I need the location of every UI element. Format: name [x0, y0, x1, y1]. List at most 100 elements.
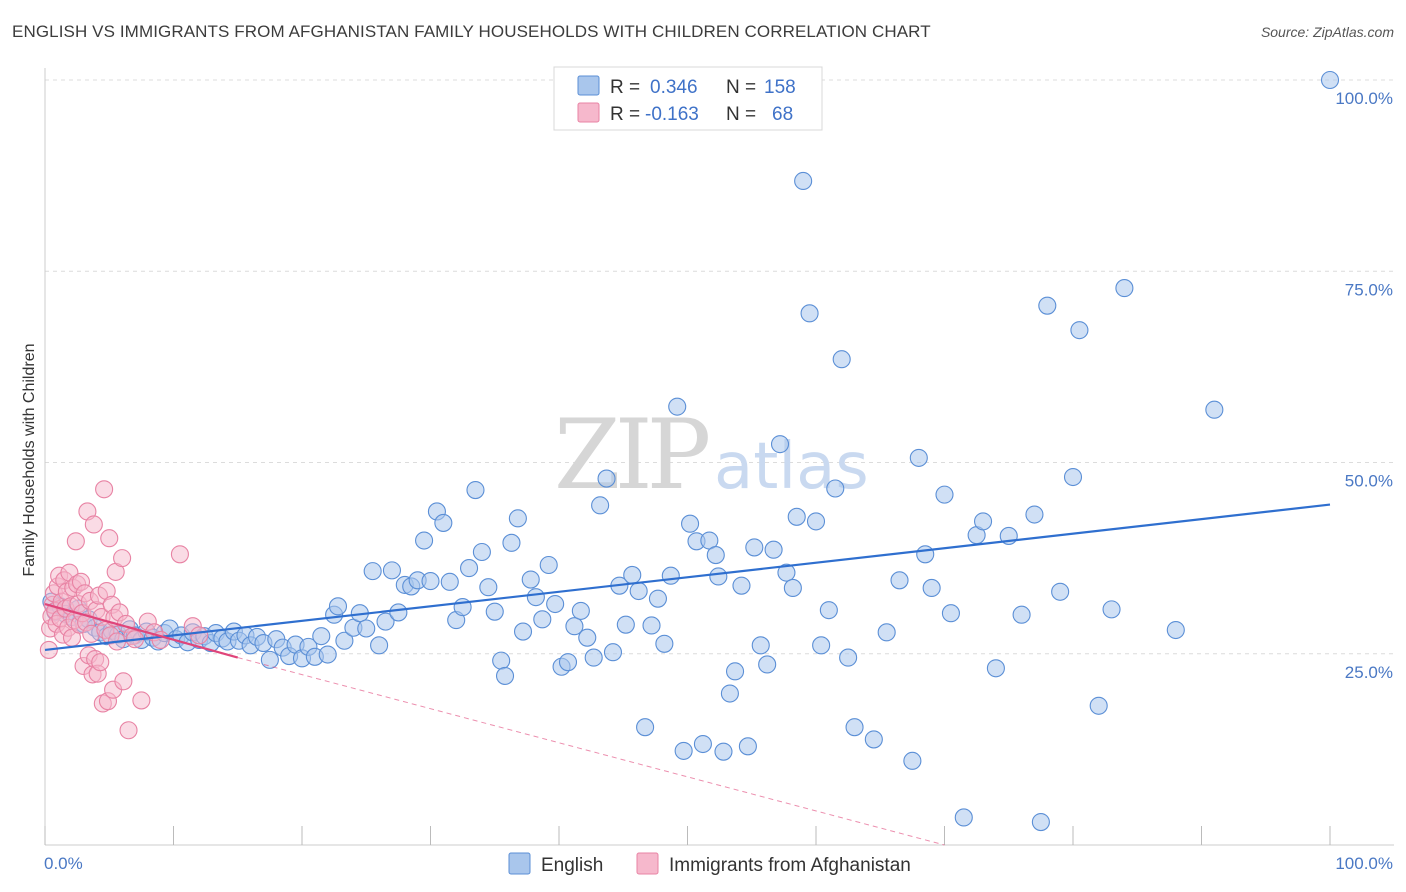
legend-r-label-english: R =: [610, 77, 640, 98]
tick-labels: 25.0% 50.0% 75.0% 100.0% 0.0% 100.0%: [44, 89, 1393, 873]
english-point-115: [745, 538, 764, 557]
watermark: ZIP atlas: [554, 399, 869, 511]
english-point-147: [1025, 505, 1044, 524]
afghan-trend-line: [44, 602, 239, 659]
english-point-96: [629, 581, 648, 601]
english-point-122: [787, 507, 806, 526]
english-point-116: [751, 636, 770, 655]
legend-n-value-afghan: 68: [772, 104, 793, 125]
y-tick-label-75: 75.0%: [1345, 280, 1393, 299]
english-point-144: [986, 659, 1005, 678]
english-point-141: [954, 808, 973, 827]
afghan-point-67: [190, 626, 209, 645]
english-point-108: [706, 546, 725, 565]
afghan-point-21: [66, 532, 85, 551]
english-point-130: [839, 648, 858, 667]
english-point-56: [376, 612, 395, 631]
english-point-103: [674, 741, 693, 760]
watermark-zip: ZIP: [554, 399, 709, 511]
y-tick-label-25: 25.0%: [1345, 663, 1393, 682]
english-point-104: [681, 514, 700, 533]
english-point-121: [783, 578, 802, 598]
english-point-49: [328, 597, 348, 616]
axes: [44, 68, 1394, 846]
english-point-75: [495, 666, 515, 685]
afghan-trend-extension: [237, 657, 945, 846]
english-point-117: [758, 655, 777, 674]
english-point-72: [479, 578, 498, 597]
english-point-157: [1205, 400, 1224, 419]
english-point-85: [558, 653, 578, 672]
english-point-118: [764, 540, 783, 559]
english-point-98: [642, 616, 661, 635]
english-point-94: [616, 615, 635, 634]
english-point-89: [584, 648, 603, 667]
legend-r-label-afghan: R =: [610, 104, 640, 125]
english-point-86: [565, 617, 584, 636]
english-point-71: [472, 542, 491, 562]
legend-swatch-afghan: [577, 102, 600, 123]
english-point-137: [916, 545, 935, 564]
english-point-153: [1089, 696, 1108, 715]
bottom-swatch-english: [508, 852, 531, 875]
x-tick-label-0: 0.0%: [44, 854, 83, 873]
english-point-81: [533, 610, 552, 629]
english-point-92: [603, 643, 623, 662]
afghan-point-55: [113, 549, 132, 568]
english-point-82: [539, 555, 558, 575]
english-point-139: [935, 485, 954, 504]
english-point-76: [502, 533, 521, 552]
y-axis-label: Family Households with Children: [21, 344, 38, 577]
english-point-69: [459, 559, 479, 578]
english-point-46: [312, 627, 331, 646]
english-point-134: [890, 571, 909, 590]
watermark-atlas: atlas: [714, 430, 869, 504]
english-point-50: [335, 631, 354, 650]
english-point-150: [1051, 582, 1070, 601]
english-point-158: [1320, 70, 1340, 90]
afghan-point-47: [100, 529, 119, 548]
stats-legend: R = 0.346 N = 158 R = -0.163 N = 68: [553, 66, 823, 131]
english-point-106: [693, 734, 712, 754]
english-point-146: [1012, 605, 1031, 624]
english-point-87: [571, 601, 590, 620]
english-point-80: [526, 588, 545, 607]
legend-n-label-english: N =: [726, 77, 756, 98]
english-point-100: [655, 634, 674, 653]
bottom-swatch-afghan: [636, 852, 659, 875]
english-point-101: [661, 566, 680, 585]
legend-n-value-english: 158: [764, 77, 796, 98]
english-trend-line: [44, 503, 1331, 652]
english-point-110: [714, 742, 733, 761]
english-point-152: [1070, 321, 1089, 340]
english-point-132: [864, 730, 883, 749]
english-point-63: [421, 572, 440, 591]
english-point-120: [777, 563, 796, 582]
english-point-119: [770, 435, 790, 454]
legend-r-value-english: 0.346: [650, 77, 698, 98]
english-point-62: [415, 531, 434, 550]
english-point-113: [732, 576, 751, 595]
english-point-140: [941, 604, 960, 623]
english-point-138: [922, 578, 941, 598]
english-point-88: [578, 628, 597, 647]
afghan-point-40: [91, 653, 110, 672]
english-point-65: [434, 513, 453, 532]
english-point-102: [668, 397, 687, 416]
english-point-97: [636, 718, 655, 737]
trend-lines: [44, 503, 1331, 846]
english-point-151: [1063, 467, 1083, 487]
english-point-154: [1102, 600, 1121, 619]
series-legend: English Immigrants from Afghanistan: [508, 852, 911, 876]
english-point-99: [648, 589, 667, 608]
english-point-58: [389, 603, 408, 622]
english-point-79: [521, 570, 540, 589]
english-point-66: [440, 572, 459, 591]
english-point-70: [466, 480, 485, 500]
english-point-112: [725, 662, 745, 681]
source-label: Source: ZipAtlas.com: [1260, 24, 1394, 40]
legend-n-label-afghan: N =: [726, 104, 756, 125]
english-point-53: [357, 619, 376, 638]
bottom-label-english: English: [541, 855, 603, 876]
